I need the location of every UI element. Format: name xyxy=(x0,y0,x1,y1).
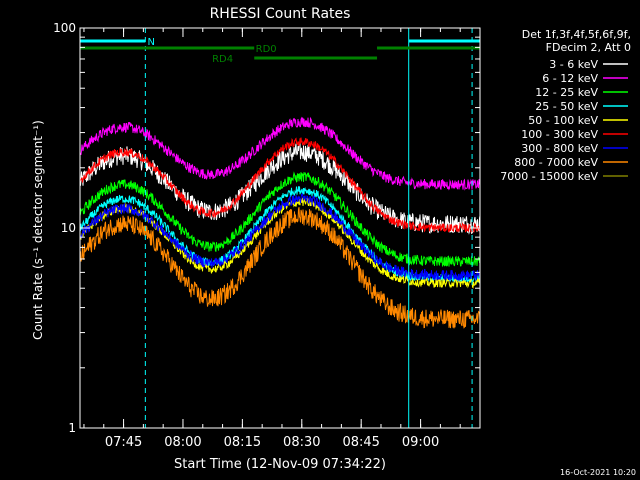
footer-date: 16-Oct-2021 10:20 xyxy=(560,468,636,477)
y-tick-label-0: 1 xyxy=(68,421,76,435)
status-label-n: N xyxy=(148,37,155,48)
legend-header-1: Det 1f,3f,4f,5f,6f,9f, xyxy=(522,28,631,41)
series-line-1 xyxy=(80,116,480,191)
legend-entry-label-4: 50 - 100 keV xyxy=(528,114,598,127)
legend-entry-label-2: 12 - 25 keV xyxy=(535,86,598,99)
x-tick-label-3: 08:30 xyxy=(283,435,320,450)
x-axis-label: Start Time (12-Nov-09 07:34:22) xyxy=(174,457,386,472)
series-line-2 xyxy=(80,171,480,267)
legend-entry-label-1: 6 - 12 keV xyxy=(542,72,598,85)
status-label-rd4: RD4 xyxy=(212,54,233,65)
legend-entry-label-7: 800 - 7000 keV xyxy=(514,156,598,169)
chart-title: RHESSI Count Rates xyxy=(210,6,351,22)
legend-entry-label-0: 3 - 6 keV xyxy=(549,58,598,71)
series-group xyxy=(80,116,480,329)
legend-entry-label-6: 300 - 800 keV xyxy=(521,142,598,155)
y-tick-label-2: 100 xyxy=(53,21,76,35)
x-tick-label-1: 08:00 xyxy=(164,435,201,450)
y-tick-label-1: 10 xyxy=(61,221,76,235)
legend-entry-label-8: 7000 - 15000 keV xyxy=(500,170,598,183)
y-axis-label: Count Rate (s⁻¹ detector segment⁻¹) xyxy=(31,120,45,340)
legend-entry-label-5: 100 - 300 keV xyxy=(521,128,598,141)
legend-header-2: FDecim 2, Att 0 xyxy=(546,41,631,54)
x-tick-label-4: 08:45 xyxy=(342,435,379,450)
series-line-5 xyxy=(80,137,480,233)
series-line-6 xyxy=(80,192,480,282)
series-line-7 xyxy=(80,207,480,329)
x-tick-label-2: 08:15 xyxy=(224,435,261,450)
status-label-rd0: RD0 xyxy=(256,44,277,55)
x-tick-label-5: 09:00 xyxy=(402,435,439,450)
legend-entry-label-3: 25 - 50 keV xyxy=(535,100,598,113)
x-tick-label-0: 07:45 xyxy=(105,435,142,450)
